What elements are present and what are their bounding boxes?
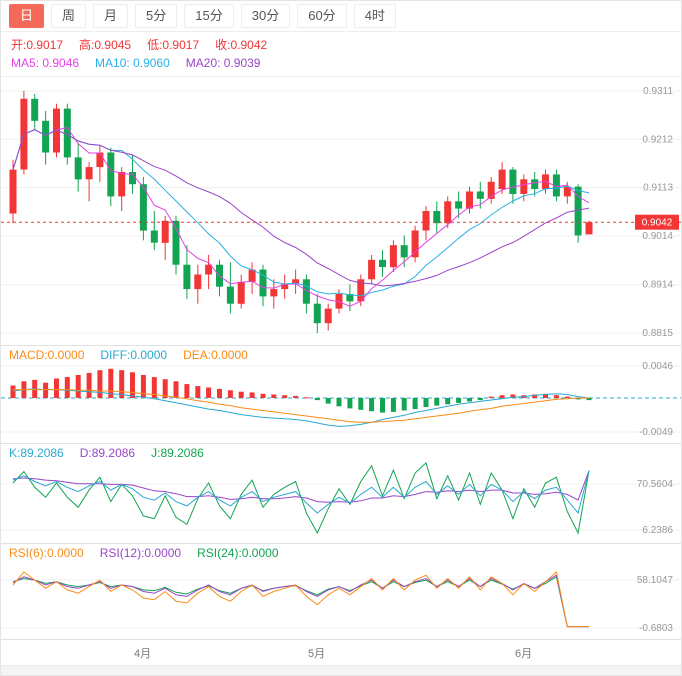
svg-text:0.9212: 0.9212 — [642, 134, 673, 145]
ohlc-low: 低:0.9017 — [147, 38, 200, 52]
svg-text:-0.6803: -0.6803 — [639, 623, 673, 634]
current-price-badge: 0.9042 — [635, 214, 679, 230]
dea-line — [13, 389, 589, 423]
diff-line — [12, 388, 590, 427]
svg-text:0.9014: 0.9014 — [642, 231, 673, 242]
svg-text:70.5604: 70.5604 — [637, 479, 674, 490]
macd-labels: MACD:0.0000 DIFF:0.0000 DEA:0.0000 — [9, 348, 248, 362]
ohlc-high: 高:0.9045 — [79, 38, 132, 52]
rsi-labels: RSI(6):0.0000 RSI(12):0.0000 RSI(24):0.0… — [9, 546, 279, 560]
rsi6-line — [12, 570, 589, 628]
rsi24-label: RSI(24):0.0000 — [197, 546, 279, 560]
x-axis-month-label: 4月 — [134, 648, 152, 660]
diff-label: DIFF:0.0000 — [100, 348, 168, 362]
ma20-line — [12, 129, 590, 287]
ohlc-open: 开:0.9017 — [11, 38, 64, 52]
macd-panel[interactable]: MACD:0.0000 DIFF:0.0000 DEA:0.0000 0.004… — [1, 345, 681, 443]
ma-row: MA5: 0.9046 MA10: 0.9060 MA20: 0.9039 — [11, 54, 671, 72]
main-candlestick-panel[interactable]: 0.9311 0.9212 0.9113 0.9014 0.8914 0.8815 0.90… — [1, 77, 681, 345]
tab-m30[interactable]: 30分 — [240, 4, 291, 28]
svg-text:0.8914: 0.8914 — [642, 280, 673, 291]
ma5-label: MA5: 0.9046 — [11, 56, 80, 70]
k-label: K:89.2086 — [9, 446, 64, 460]
rsi12-label: RSI(12):0.0000 — [99, 546, 182, 560]
tab-m5[interactable]: 5分 — [135, 4, 178, 28]
svg-text:6.2386: 6.2386 — [642, 525, 673, 536]
svg-text:58.1047: 58.1047 — [637, 575, 674, 586]
macd-label: MACD:0.0000 — [9, 348, 85, 362]
dea-label: DEA:0.0000 — [183, 348, 248, 362]
k-line — [12, 470, 590, 515]
svg-text:0.9311: 0.9311 — [643, 86, 673, 97]
kdj-svg[interactable]: 70.5604 6.2386 — [1, 444, 681, 543]
tab-day[interactable]: 日 — [9, 4, 45, 28]
rsi-svg[interactable]: 58.1047 -0.6803 — [1, 544, 681, 639]
d-label: D:89.2086 — [79, 446, 136, 460]
j-label: J:89.2086 — [151, 446, 204, 460]
macd-svg[interactable]: 0.0046 -0.0049 — [1, 346, 681, 443]
tab-month[interactable]: 月 — [93, 4, 129, 28]
rsi6-label: RSI(6):0.0000 — [9, 546, 84, 560]
kdj-panel[interactable]: K:89.2086 D:89.2086 J:89.2086 70.5604 6.2… — [1, 443, 681, 543]
svg-text:0.9113: 0.9113 — [643, 183, 673, 194]
kdj-labels: K:89.2086 D:89.2086 J:89.2086 — [9, 446, 204, 460]
svg-text:-0.0049: -0.0049 — [639, 427, 673, 438]
main-chart-svg[interactable]: 0.9311 0.9212 0.9113 0.9014 0.8914 0.8815 0.90… — [1, 77, 681, 345]
rsi-panel[interactable]: RSI(6):0.0000 RSI(12):0.0000 RSI(24):0.0… — [1, 543, 681, 639]
ohlc-row: 开:0.9017 高:0.9045 低:0.9017 收:0.9042 — [11, 36, 671, 54]
candlestick-series — [9, 91, 593, 333]
x-axis-month-label: 6月 — [515, 648, 533, 660]
tab-week[interactable]: 周 — [51, 4, 87, 28]
rsi12-line — [12, 574, 589, 628]
x-axis-month-label: 5月 — [308, 648, 326, 660]
quote-infobar: 开:0.9017 高:0.9045 低:0.9017 收:0.9042 MA5:… — [1, 32, 681, 77]
tab-m15[interactable]: 15分 — [184, 4, 234, 28]
svg-text:0.0046: 0.0046 — [642, 361, 673, 372]
ohlc-close: 收:0.9042 — [215, 38, 268, 52]
svg-text:0.8815: 0.8815 — [642, 328, 673, 339]
ma5-line — [12, 127, 590, 307]
tab-m60[interactable]: 60分 — [297, 4, 347, 28]
ma10-label: MA10: 0.9060 — [95, 56, 170, 70]
x-axis: 4月 5月 6月 — [1, 639, 681, 675]
ma20-label: MA20: 0.9039 — [185, 56, 261, 70]
macd-histogram — [10, 368, 592, 413]
svg-text:0.9042: 0.9042 — [642, 218, 673, 229]
tab-h4[interactable]: 4时 — [353, 4, 396, 28]
timeframe-tabbar: 日周月 5分 15分 30分 60分 4时 — [1, 1, 681, 32]
